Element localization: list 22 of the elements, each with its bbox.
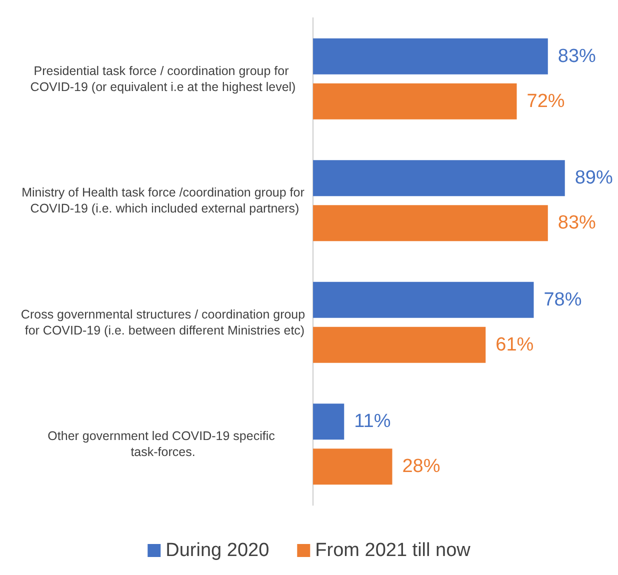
y-tick-label: Cross governmental structures / coordination group for COVID-19 (i.e. between different Ministries etc) xyxy=(20,307,306,338)
bar xyxy=(313,160,565,196)
bar xyxy=(313,326,486,363)
bar xyxy=(313,404,344,440)
data-label: 78% xyxy=(544,289,582,310)
data-label: 11% xyxy=(354,411,391,432)
y-tick-label: Other government led COVID-19 specific task-forces. xyxy=(48,429,278,460)
bar xyxy=(313,38,548,74)
bar xyxy=(313,83,517,120)
y-tick-label: Presidential task force / coordination group for COVID-19 (or equivalent i.e at the highest level) xyxy=(30,64,296,94)
bar xyxy=(313,205,548,242)
legend-label: During 2020 xyxy=(166,540,270,561)
data-label: 61% xyxy=(496,334,534,356)
bar xyxy=(313,282,534,318)
data-label: 83% xyxy=(558,212,596,234)
data-label: 83% xyxy=(558,46,596,67)
data-label: 89% xyxy=(574,168,614,189)
legend-label: From 2021 till now xyxy=(315,540,471,561)
bar xyxy=(313,448,392,485)
y-tick-label: Ministry of Health task force /coordination group for COVID-19 (i.e. which included external partners) xyxy=(22,186,304,216)
data-label: 72% xyxy=(526,90,565,112)
data-label: 28% xyxy=(402,456,440,478)
